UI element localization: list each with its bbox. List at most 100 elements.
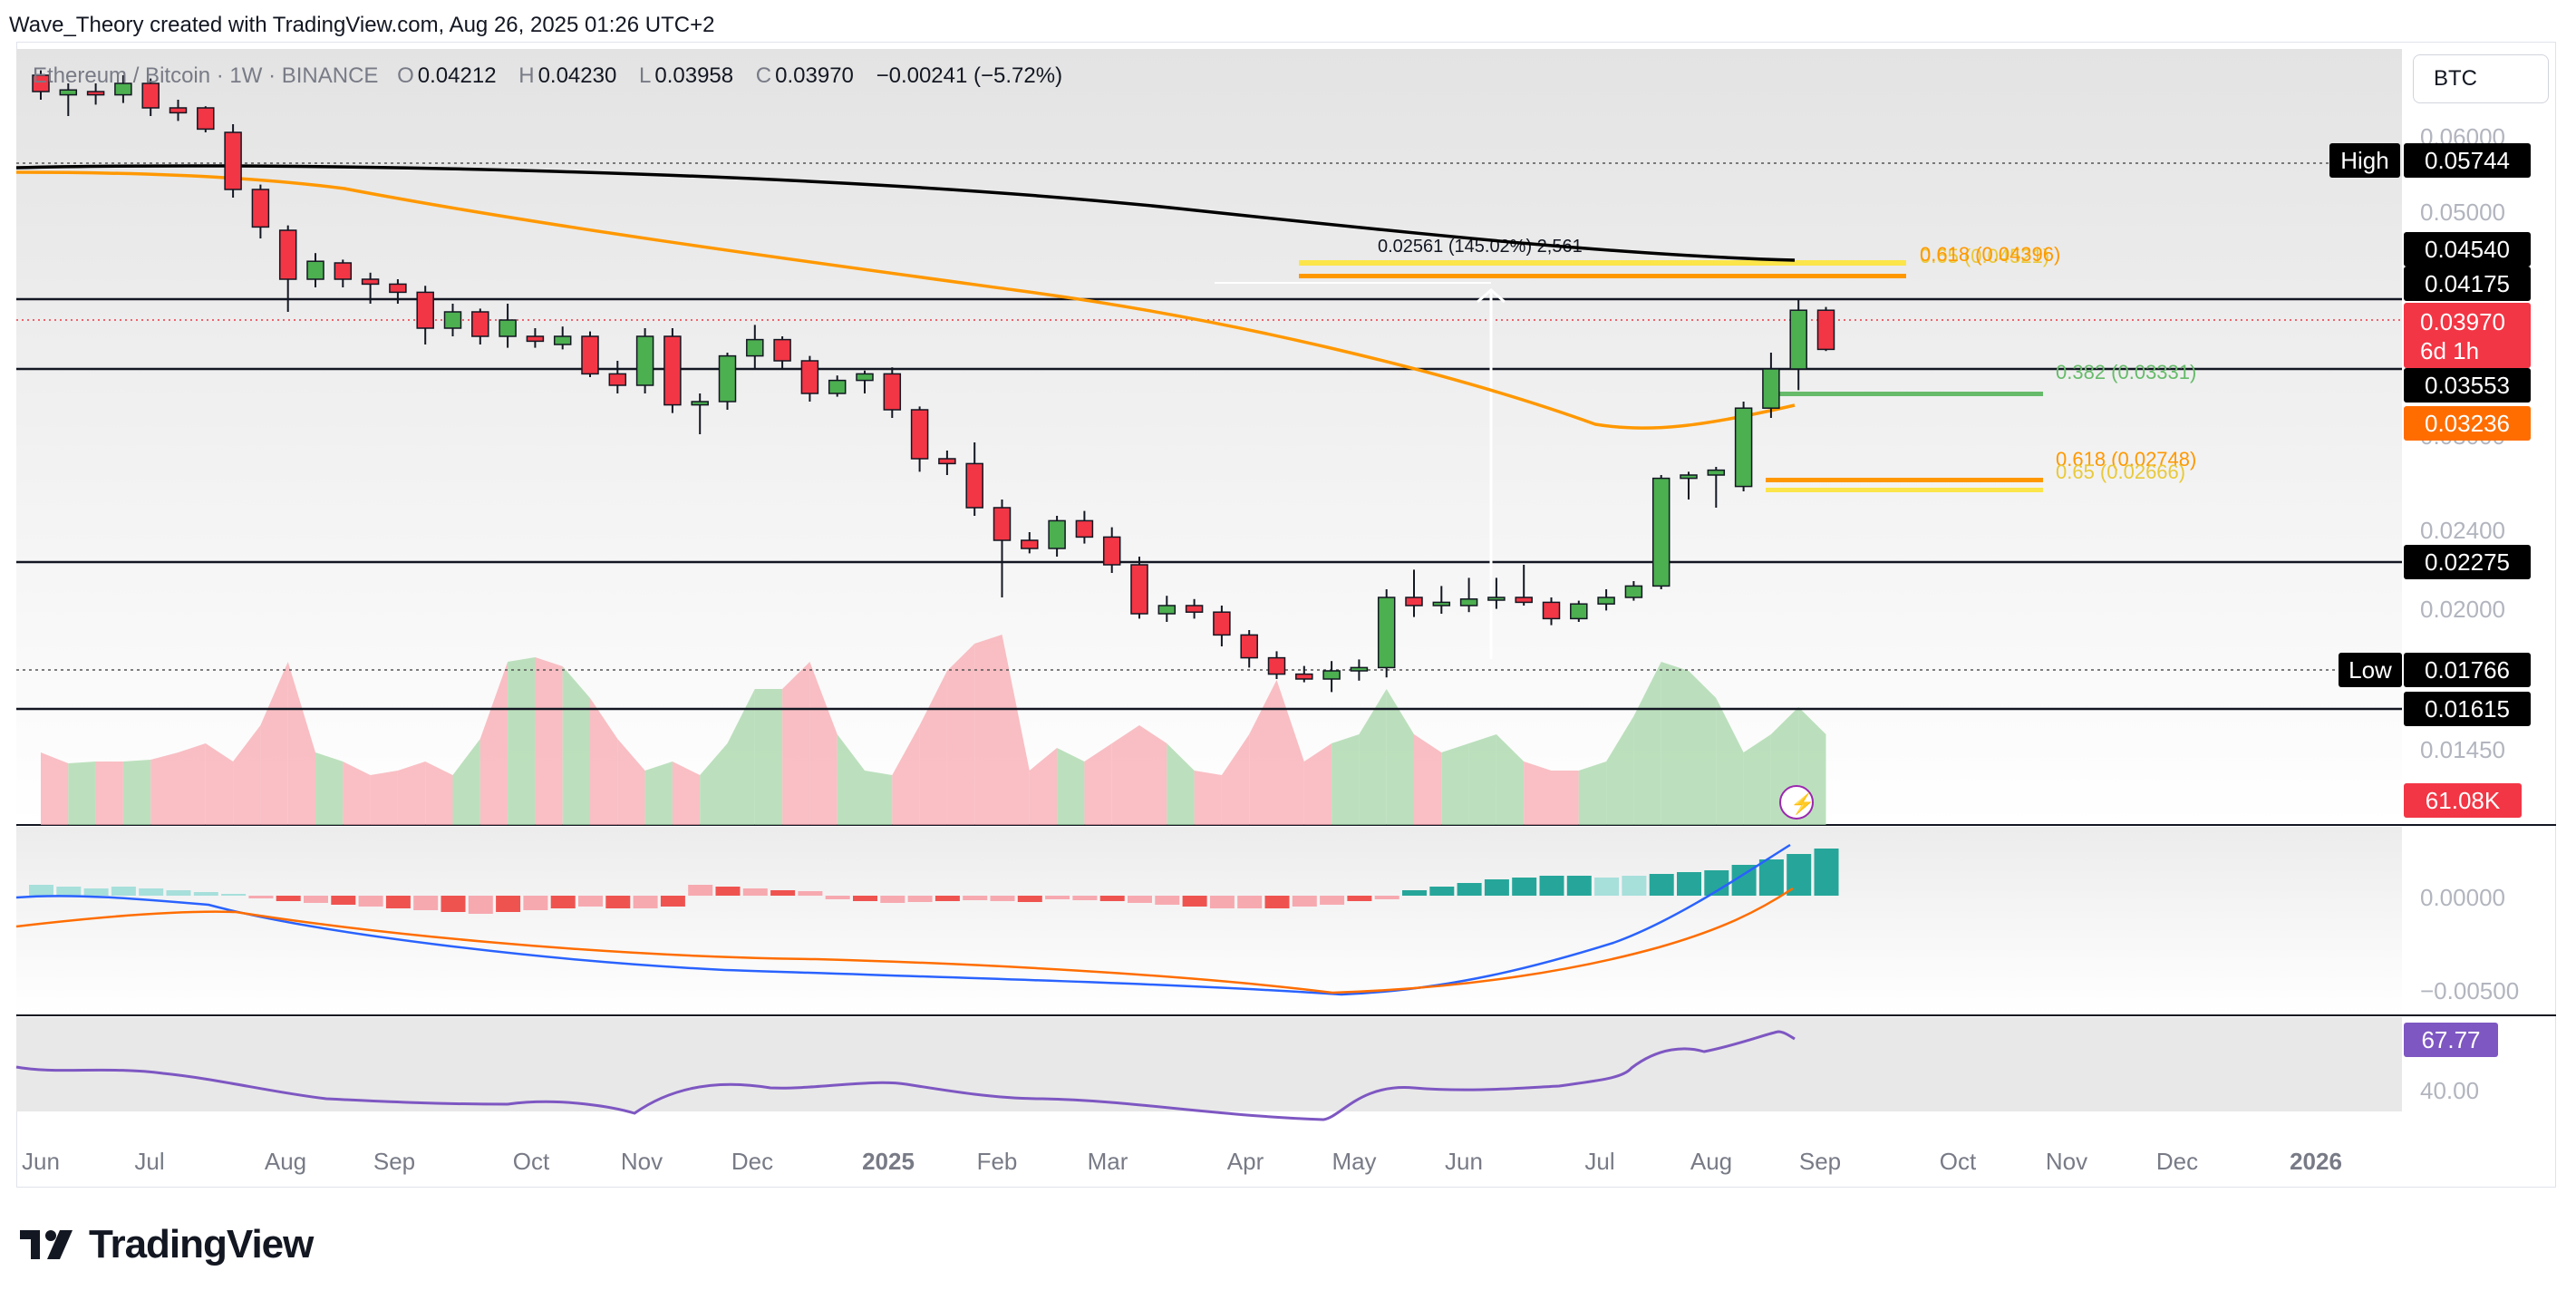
candle-body <box>1487 597 1506 601</box>
candle-body <box>1816 309 1835 351</box>
candle-body <box>32 74 50 92</box>
symbol-name: Ethereum / Bitcoin · 1W · BINANCE <box>33 63 379 88</box>
macd-histogram-bar <box>1099 896 1125 901</box>
candle-body <box>334 262 353 280</box>
price-axis-label: 0.02400 <box>2420 517 2505 544</box>
x-axis-label: Aug <box>1690 1148 1732 1175</box>
macd-histogram-bar <box>935 896 960 901</box>
tradingview-icon <box>20 1227 80 1263</box>
candle-body <box>1350 666 1369 672</box>
fib-65-upper-label: 0.65 (0.04521) <box>1920 245 2049 267</box>
x-axis-label: 2025 <box>862 1148 915 1175</box>
volume-tag: 61.08K <box>2426 787 2501 814</box>
close-label: C <box>755 63 772 88</box>
macd-histogram-bar <box>853 896 877 901</box>
volume-area <box>1468 734 1496 825</box>
volume-area <box>1111 725 1139 825</box>
candle-body <box>746 338 764 357</box>
candle-body <box>224 131 242 190</box>
price-axis-label: 0.02000 <box>2420 596 2505 623</box>
macd-histogram-bar <box>688 885 713 896</box>
x-axis-label: Oct <box>1940 1148 1977 1175</box>
volume-area <box>782 662 810 825</box>
volume-area <box>1386 689 1414 825</box>
macd-histogram-bar <box>1155 896 1180 905</box>
level-tag-bg <box>2404 267 2531 301</box>
macd-histogram-bar <box>83 888 109 896</box>
ema-value-tag: 0.03236 <box>2425 410 2510 437</box>
volume-area <box>892 725 920 825</box>
volume-area <box>178 743 206 825</box>
countdown-value: 6d 1h <box>2420 337 2479 364</box>
level-tag: 0.03553 <box>2425 372 2510 399</box>
volume-area <box>1414 734 1442 825</box>
volume-area <box>343 762 371 825</box>
volume-area <box>1689 671 1717 825</box>
x-axis-label: Nov <box>621 1148 663 1175</box>
tradingview-logo[interactable]: TradingView <box>20 1222 314 1267</box>
candle-body <box>169 107 188 114</box>
macd-histogram-bar <box>1814 849 1839 896</box>
macd-histogram-bar <box>385 896 411 908</box>
macd-histogram-bar <box>798 891 823 896</box>
macd-histogram-bar <box>1182 896 1207 907</box>
candle-body <box>1762 368 1780 409</box>
volume-area <box>727 689 755 825</box>
sma-value-tag: 0.04540 <box>2425 236 2510 263</box>
candle-body <box>691 401 709 406</box>
macd-histogram-bar <box>166 890 191 896</box>
candle-body <box>1322 670 1341 680</box>
fib-618-upper-line <box>1299 274 1906 278</box>
level-tag: 0.01615 <box>2425 695 2510 723</box>
macd-histogram-bar <box>523 896 548 910</box>
candle-body <box>1624 585 1643 598</box>
macd-histogram-bar <box>1539 876 1564 896</box>
candle-body <box>856 373 874 382</box>
candle-body <box>59 89 78 96</box>
volume-area <box>1496 734 1525 825</box>
candle-body <box>635 335 654 386</box>
volume-area <box>946 644 975 825</box>
macd-histogram-bar <box>29 885 53 896</box>
candle-body <box>1789 309 1807 370</box>
candle-body <box>718 354 737 403</box>
level-tag: 0.02275 <box>2425 548 2510 576</box>
fib-618-lower-line <box>1766 478 2043 482</box>
volume-tag-bg <box>2404 783 2522 818</box>
volume-area <box>1332 734 1360 825</box>
candle-body <box>1651 477 1671 587</box>
macd-histogram-bar <box>880 896 905 903</box>
candle-body <box>1021 539 1039 549</box>
macd-histogram-bar <box>742 888 768 896</box>
macd-histogram-bar <box>1594 878 1620 896</box>
macd-histogram-bar <box>1128 896 1152 903</box>
fib-65-upper-line <box>1299 260 1906 266</box>
macd-pane-bg <box>16 827 2402 1014</box>
candle-body <box>608 373 627 386</box>
alert-icon <box>1779 785 1814 820</box>
sma-value-tag-bg <box>2404 232 2531 267</box>
price-axis-label: 0.05000 <box>2420 199 2505 226</box>
volume-area <box>700 743 728 825</box>
low-value: 0.01766 <box>2425 656 2510 684</box>
signal-line <box>15 887 1794 994</box>
macd-histogram-bar <box>1622 876 1647 896</box>
macd-histogram-bar <box>1566 876 1592 896</box>
macd-histogram-bar <box>1484 879 1509 896</box>
candle-body <box>1597 597 1615 605</box>
macd-histogram-bar <box>907 896 933 902</box>
macd-histogram-bar <box>496 896 521 912</box>
volume-area <box>1084 743 1112 825</box>
macd-histogram-bar <box>276 896 301 901</box>
candle-body <box>416 291 434 329</box>
x-axis-label: Apr <box>1227 1148 1264 1175</box>
volume-area <box>1606 716 1634 825</box>
macd-histogram-bar <box>963 896 988 900</box>
candle-body <box>443 311 462 329</box>
rsi-value-tag: 67.77 <box>2421 1026 2480 1053</box>
volume-area <box>260 662 288 825</box>
volume-area <box>479 662 508 825</box>
currency-button[interactable]: BTC <box>2413 54 2549 103</box>
high-value-bg <box>2404 143 2531 178</box>
